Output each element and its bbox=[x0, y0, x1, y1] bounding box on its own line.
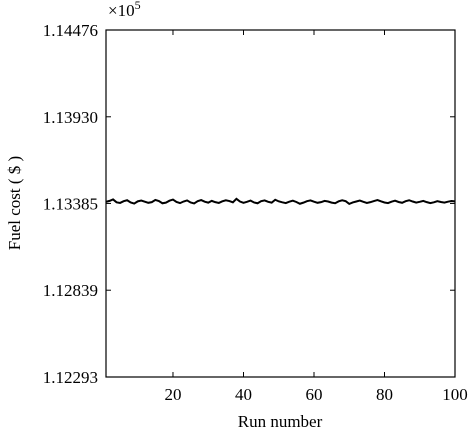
y-tick-label: 1.13385 bbox=[43, 194, 98, 213]
x-tick-label: 20 bbox=[164, 385, 181, 404]
y-tick-label: 1.14476 bbox=[43, 21, 98, 40]
multiplier: ×105 bbox=[108, 0, 141, 20]
y-tick-label: 1.12293 bbox=[43, 368, 98, 387]
y-tick-label: 1.13930 bbox=[43, 108, 98, 127]
x-tick-label: 40 bbox=[235, 385, 252, 404]
multiplier-base: ×10 bbox=[108, 1, 135, 20]
x-tick-label: 80 bbox=[376, 385, 393, 404]
x-tick-label: 100 bbox=[442, 385, 468, 404]
y-tick-label: 1.12839 bbox=[43, 281, 98, 300]
x-tick-label: 60 bbox=[305, 385, 322, 404]
y-axis-label: Fuel cost ( $ ) bbox=[5, 156, 24, 250]
multiplier-exponent: 5 bbox=[135, 0, 141, 12]
data-line bbox=[105, 197, 456, 206]
x-axis-label: Run number bbox=[238, 412, 323, 431]
